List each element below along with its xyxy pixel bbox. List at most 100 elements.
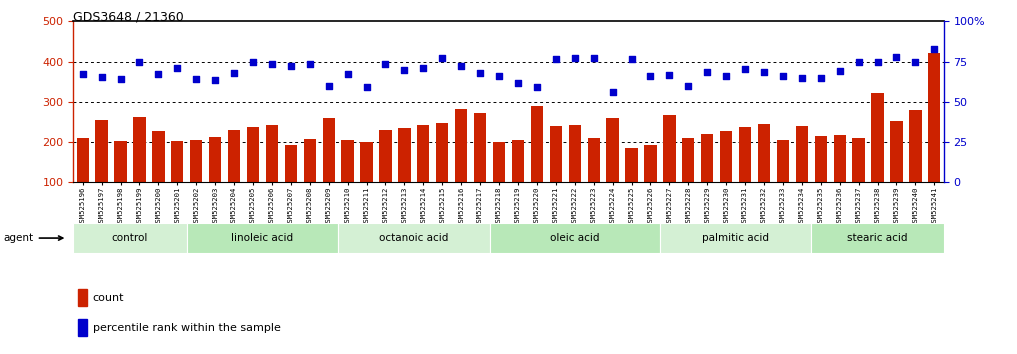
Point [643,73,659,79]
Bar [720,131,732,182]
Bar [360,142,372,182]
Text: count: count [93,293,124,303]
Point [151,71,167,76]
Point [661,72,677,78]
Bar [739,127,752,182]
Point [340,72,356,77]
Bar [512,140,524,182]
Bar [265,125,278,182]
Point [699,69,715,74]
Bar [663,115,675,182]
Point [813,76,829,81]
Point [737,66,754,72]
Point [415,65,431,71]
Point [397,68,413,73]
Point [870,59,886,64]
Point [226,70,242,76]
Point [283,63,299,68]
Point [680,83,697,88]
Bar [795,126,807,182]
Text: linoleic acid: linoleic acid [232,233,294,243]
Bar [909,110,921,182]
Bar [210,137,222,182]
Bar [247,127,259,182]
Bar [758,124,770,182]
Bar [322,118,335,182]
Point [74,71,91,76]
Point [888,55,904,60]
Point [207,77,224,82]
Text: percentile rank within the sample: percentile rank within the sample [93,323,281,333]
Point [188,76,204,82]
Text: GDS3648 / 21360: GDS3648 / 21360 [73,11,184,24]
Point [491,74,507,79]
Text: agent: agent [4,233,63,243]
Point [245,59,261,65]
Bar [73,223,187,253]
Bar [342,140,354,182]
Bar [588,138,600,182]
Point [566,56,583,61]
Bar [489,223,660,253]
Point [623,57,640,62]
Bar [285,145,297,182]
Point [377,62,394,67]
Bar [339,223,489,253]
Point [604,89,620,95]
Bar [417,125,429,182]
Bar [153,131,165,182]
Bar [852,138,864,182]
Bar [399,128,411,182]
Point [586,56,602,61]
Bar [76,138,88,182]
Point [472,70,488,76]
Point [756,69,772,74]
Bar [834,135,846,182]
Bar [890,121,903,182]
Bar [228,130,240,182]
Bar [171,141,183,182]
Bar [815,136,827,182]
Bar [114,141,127,182]
Point [510,80,526,86]
Bar [187,223,339,253]
Point [94,74,110,80]
Point [793,76,810,81]
Bar [379,130,392,182]
Bar [645,145,657,182]
Point [926,47,943,52]
Bar [96,120,108,182]
Point [453,63,469,68]
Point [775,73,791,79]
Text: control: control [112,233,148,243]
Text: oleic acid: oleic acid [550,233,599,243]
Bar [606,118,618,182]
Text: stearic acid: stearic acid [847,233,908,243]
Point [263,62,280,67]
Bar [812,223,944,253]
Bar [872,93,884,182]
Point [529,85,545,90]
Bar [929,53,941,182]
Point [320,83,337,88]
Bar [474,113,486,182]
Point [113,76,129,82]
Bar [436,123,448,182]
Bar [304,139,316,182]
Bar [701,134,713,182]
Point [907,59,923,65]
Bar [190,140,202,182]
Bar [569,125,581,182]
Text: octanoic acid: octanoic acid [379,233,448,243]
Bar [682,138,695,182]
Bar [493,142,505,182]
Bar [77,319,87,336]
Point [850,59,866,65]
Point [358,85,374,90]
Point [832,68,848,74]
Bar [660,223,812,253]
Point [548,57,564,62]
Bar [777,140,789,182]
Bar [77,289,87,306]
Bar [549,126,562,182]
